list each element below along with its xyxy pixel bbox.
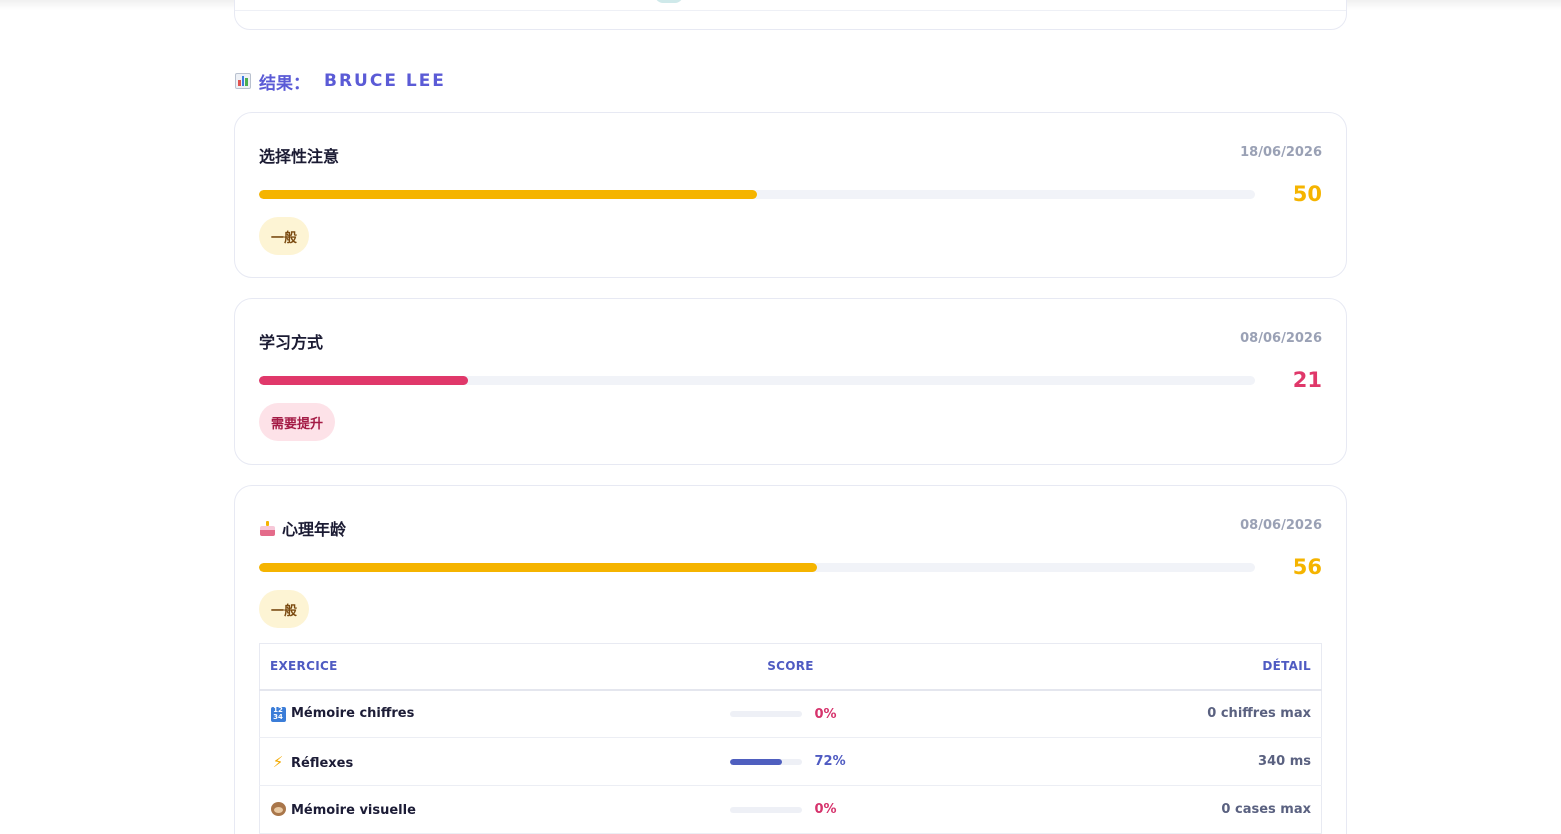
exercise-detail: 0 cases max (896, 785, 1322, 834)
score-progress-fill (259, 190, 757, 199)
score-value: 21 (1292, 368, 1322, 392)
score-progress-bar (259, 376, 1255, 385)
results-heading-prefix: 结果： (259, 73, 310, 94)
input-numbers-icon: 12 34 (270, 706, 286, 722)
level-badge: 需要提升 (259, 403, 336, 441)
lightning-bolt-icon: ⚡ (272, 752, 284, 771)
exercise-score-cell: 72% (684, 737, 897, 786)
bar-chart-icon (235, 73, 251, 89)
card-date: 18/06/2026 (1240, 145, 1322, 160)
score-progress-fill (259, 563, 817, 572)
results-heading-name: BRUCE LEE (324, 71, 446, 91)
previous-card-divider (235, 10, 1346, 11)
column-header-detail: DÉTAIL (896, 643, 1322, 691)
score-value: 56 (1292, 555, 1322, 579)
exercise-detail: 340 ms (896, 737, 1322, 786)
score-progress-fill (259, 376, 469, 385)
exercise-name: Mémoire visuelle (291, 802, 416, 818)
exercise-score-cell: 0% (684, 785, 897, 834)
table-header-row: EXERCICE SCORE DÉTAIL (259, 643, 1322, 691)
exercise-name-cell: ⚡ Réflexes (259, 737, 685, 786)
column-header-exercise: EXERCICE (259, 643, 685, 691)
exercise-score-percent: 0% (814, 706, 837, 722)
card-title: 选择性注意 (259, 143, 339, 167)
column-header-score: SCORE (684, 643, 897, 691)
exercise-score-fill (730, 758, 783, 765)
exercise-name-cell: 12 34 Mémoire chiffres (259, 689, 685, 738)
previous-card-edge (234, 0, 1347, 30)
birthday-cake-icon (259, 520, 276, 536)
card-title-text: 选择性注意 (259, 147, 340, 166)
table-row: ⚡ Réflexes 72% 340 ms (259, 737, 1322, 786)
card-title-text: 学习方式 (259, 333, 324, 352)
card-title: 学习方式 (259, 329, 323, 353)
exercise-table: EXERCICE SCORE DÉTAIL 12 34 Mémoire chiffr… (259, 643, 1322, 834)
result-card-selective-attention[interactable]: 选择性注意 18/06/2026 50 一般 (234, 112, 1347, 278)
card-date: 08/06/2026 (1240, 518, 1322, 533)
exercise-score-percent: 0% (814, 802, 837, 818)
previous-card-avatar-edge (655, 0, 683, 3)
score-progress-bar (259, 190, 1255, 199)
exercise-detail: 0 chiffres max (896, 689, 1322, 738)
result-card-learning-style[interactable]: 学习方式 08/06/2026 21 需要提升 (234, 298, 1347, 465)
table-row: Mémoire visuelle 0% 0 cases max (259, 785, 1322, 834)
level-badge: 一般 (259, 590, 310, 628)
exercise-score-cell: 0% (684, 689, 897, 738)
exercise-name: Réflexes (291, 755, 354, 771)
exercise-score-bar (730, 758, 803, 765)
table-row: 12 34 Mémoire chiffres 0% 0 chiffres max (259, 689, 1322, 738)
exercise-score-bar (730, 806, 803, 813)
card-date: 08/06/2026 (1240, 331, 1322, 346)
result-card-mental-age[interactable]: 心理年龄 08/06/2026 56 一般 EXERCICE SCORE DÉT… (234, 485, 1347, 834)
card-title-text: 心理年龄 (282, 520, 347, 539)
exercise-name-cell: Mémoire visuelle (259, 785, 685, 834)
exercise-name: Mémoire chiffres (291, 705, 415, 721)
exercise-score-bar (730, 711, 803, 717)
results-heading: 结果： BRUCE LEE (235, 70, 446, 94)
score-progress-bar (259, 563, 1255, 572)
score-value: 50 (1292, 182, 1322, 206)
card-title: 心理年龄 (259, 516, 346, 540)
level-badge: 一般 (259, 217, 310, 255)
see-no-evil-monkey-icon (270, 801, 286, 816)
exercise-score-percent: 72% (814, 754, 846, 770)
